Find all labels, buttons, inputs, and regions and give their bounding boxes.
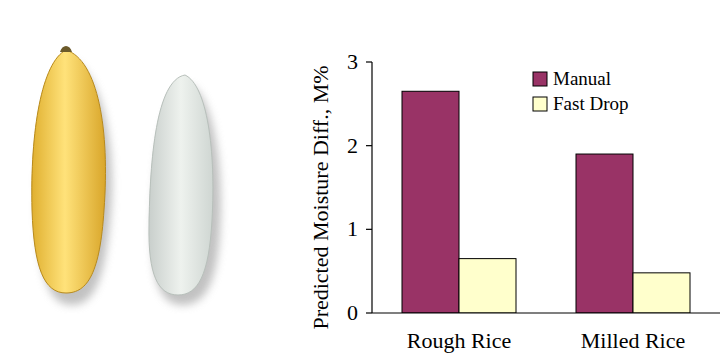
- y-axis: [371, 62, 372, 313]
- bar: [633, 273, 690, 313]
- y-tick-label: 2: [347, 133, 358, 158]
- bar: [402, 91, 459, 313]
- y-tick-label: 1: [347, 216, 358, 241]
- y-tick: [366, 312, 372, 313]
- legend-swatch: [533, 97, 547, 111]
- bars: [402, 91, 690, 313]
- legend: Manual Fast Drop: [533, 68, 628, 114]
- y-axis-label: Predicted Moisture Diff., M%: [308, 65, 333, 329]
- y-tick-label: 3: [347, 49, 358, 74]
- x-tick-label: Milled Rice: [581, 328, 685, 353]
- x-axis: [372, 312, 720, 313]
- y-tick: [366, 229, 372, 230]
- y-tick: [366, 61, 372, 62]
- bar: [459, 259, 516, 313]
- legend-label: Manual: [553, 68, 611, 89]
- bar: [576, 154, 633, 313]
- x-tick-label: Rough Rice: [407, 328, 512, 353]
- rough-rice-grain: [32, 50, 106, 293]
- y-tick: [366, 145, 372, 146]
- legend-label: Fast Drop: [553, 93, 628, 114]
- legend-swatch: [533, 72, 547, 86]
- grain-tip: [60, 46, 72, 52]
- milled-rice-grain: [149, 75, 213, 295]
- chart-root: 0 1 2 3 Rough Rice Milled Rice Predicted Moist…: [0, 0, 725, 357]
- y-tick-label: 0: [347, 300, 358, 325]
